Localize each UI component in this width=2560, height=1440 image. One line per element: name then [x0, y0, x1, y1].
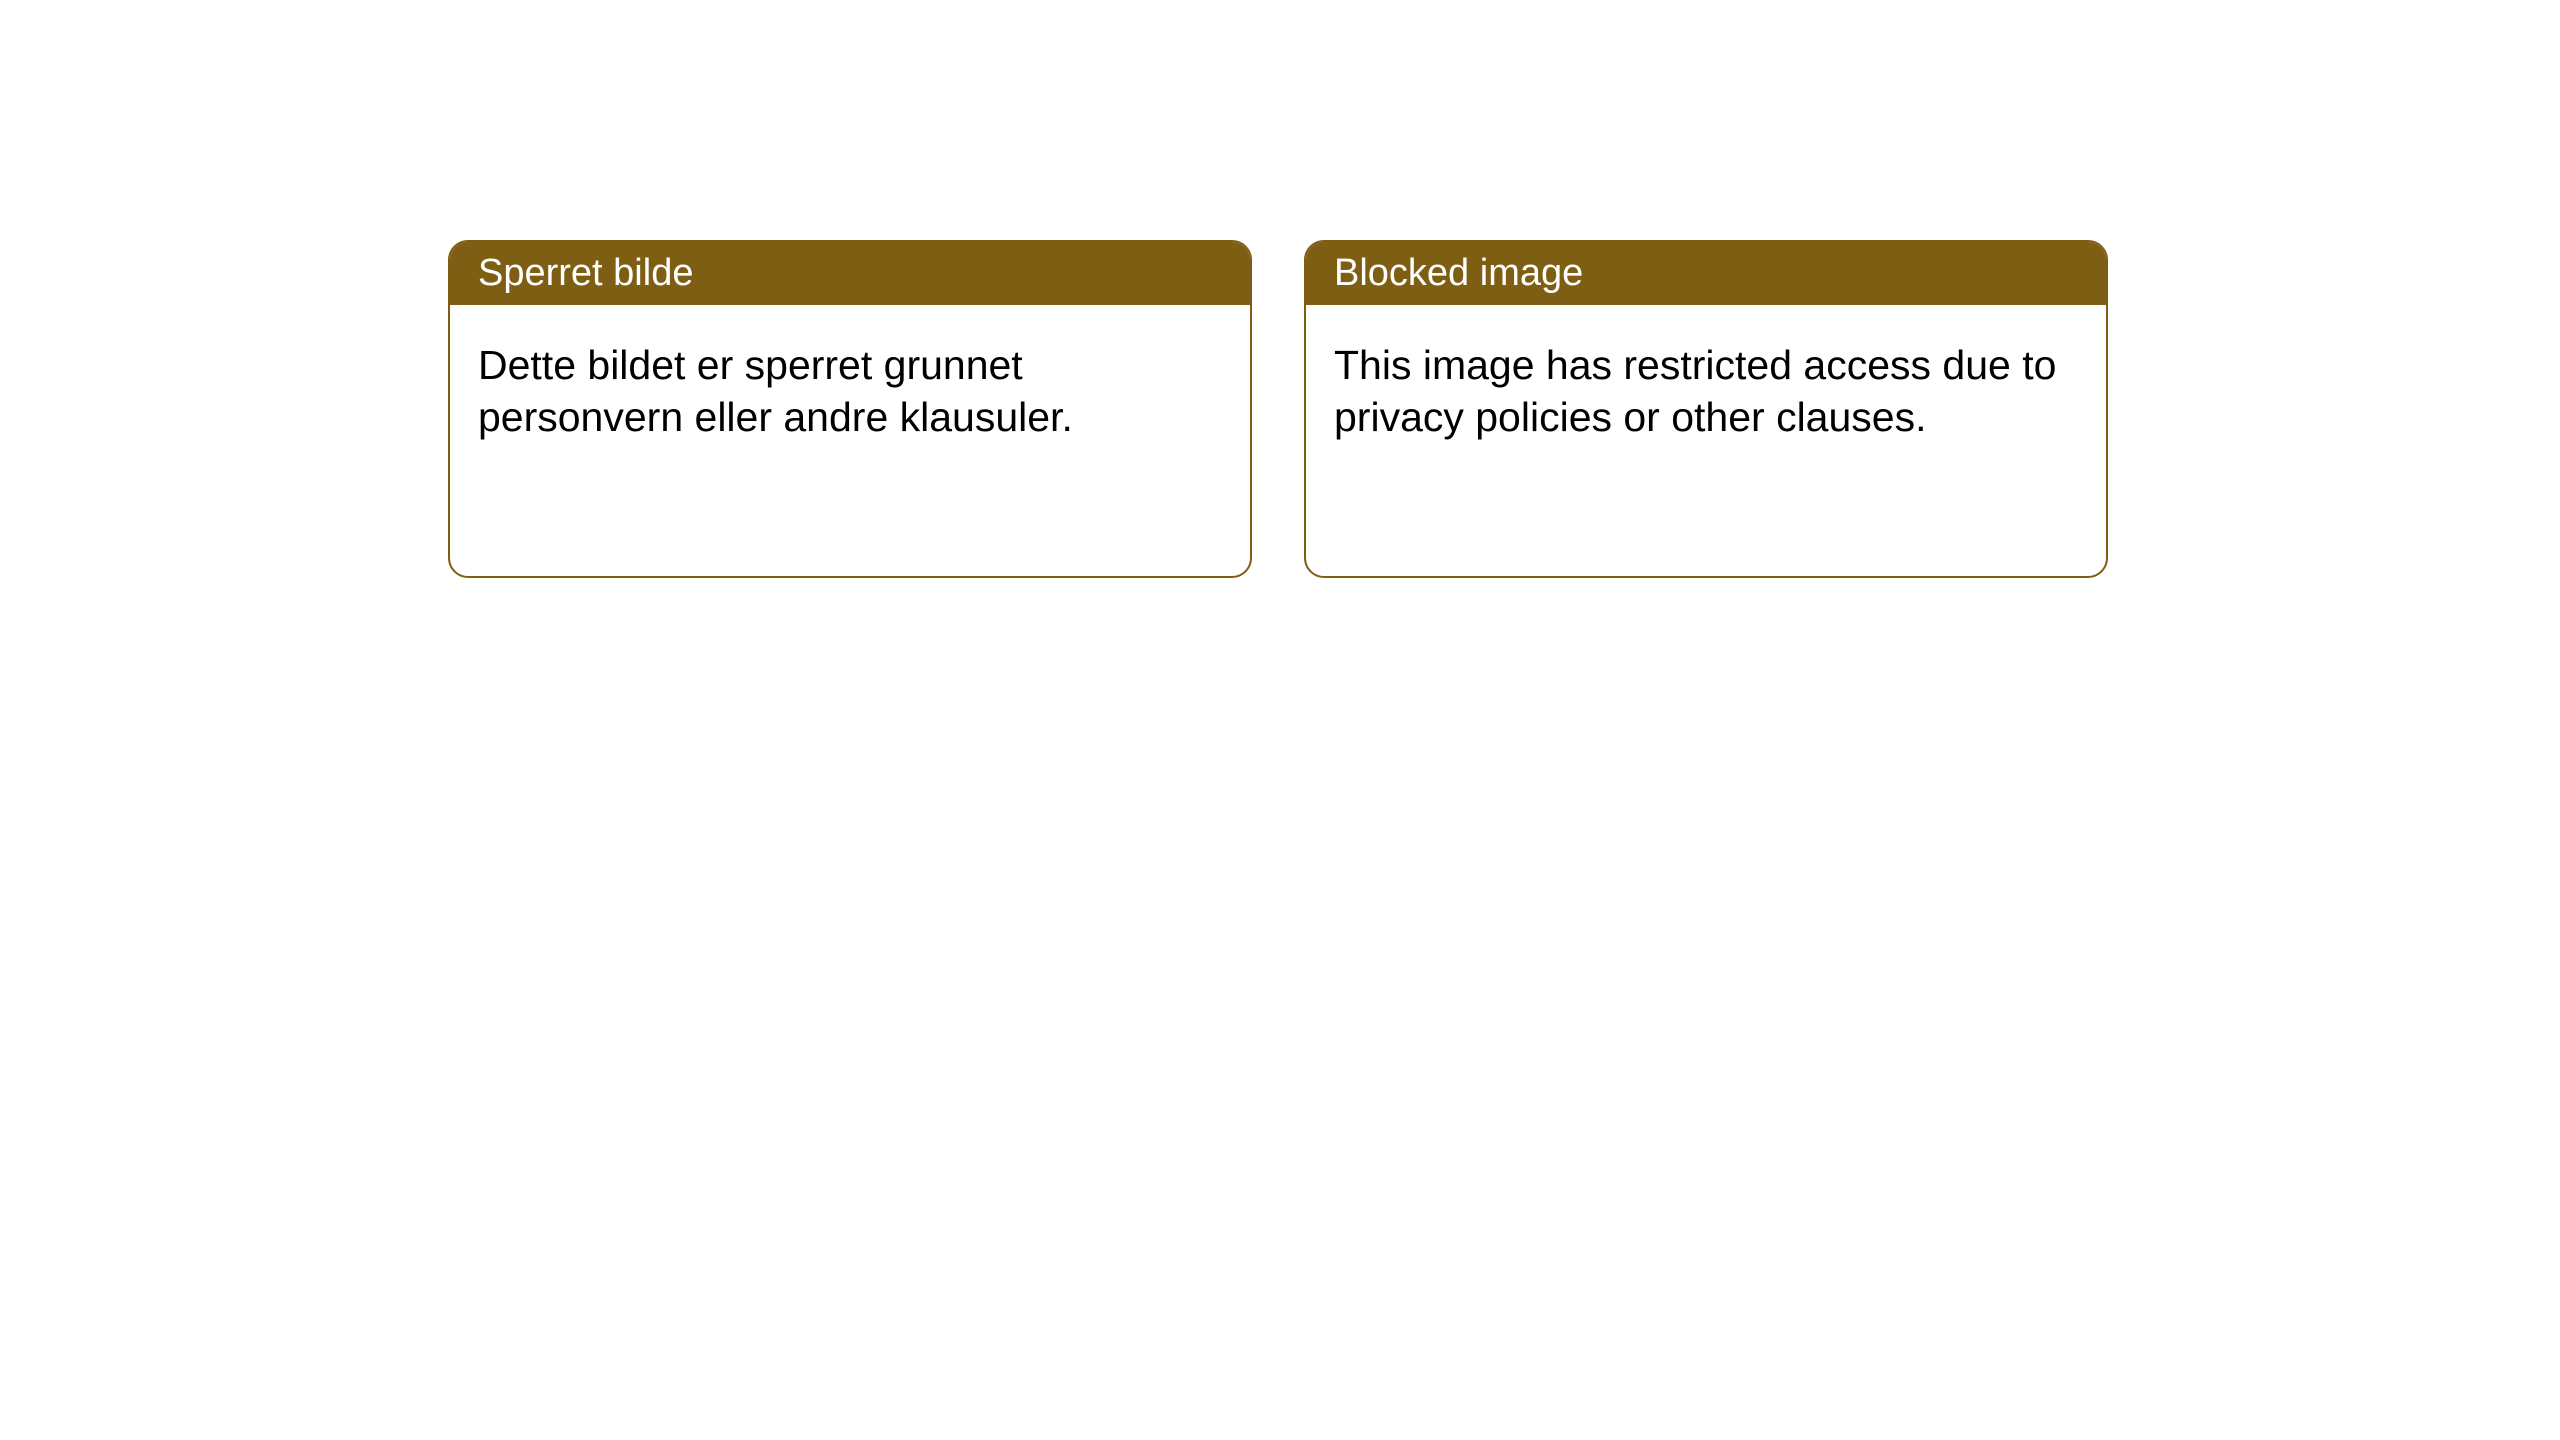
notice-panel-english: Blocked image This image has restricted …	[1304, 240, 2108, 578]
panel-title: Blocked image	[1306, 242, 2106, 305]
panel-message: Dette bildet er sperret grunnet personve…	[450, 305, 1250, 478]
panel-title: Sperret bilde	[450, 242, 1250, 305]
notice-panel-norwegian: Sperret bilde Dette bildet er sperret gr…	[448, 240, 1252, 578]
panel-message: This image has restricted access due to …	[1306, 305, 2106, 478]
notice-container: Sperret bilde Dette bildet er sperret gr…	[0, 0, 2560, 578]
